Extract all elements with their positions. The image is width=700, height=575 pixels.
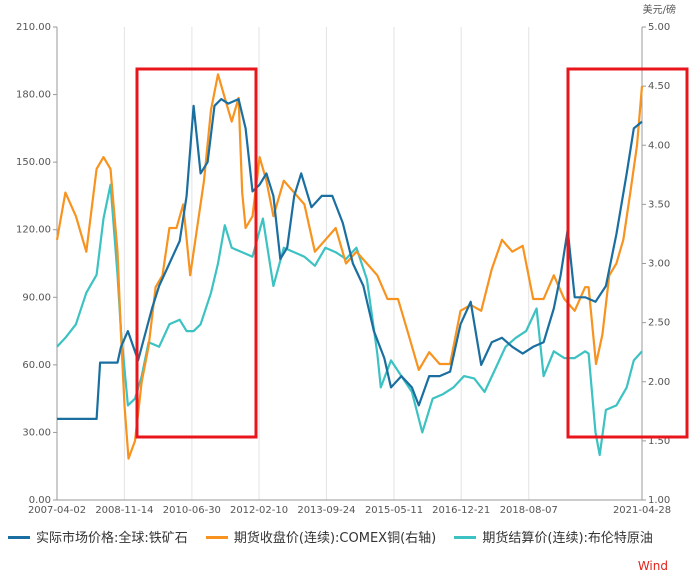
x-tick-label: 2015-05-11: [365, 505, 423, 516]
series-line-iron-ore: [57, 98, 643, 420]
legend-swatch-iron-ore: [8, 536, 30, 539]
y-left-tick-label: 30.00: [22, 427, 51, 438]
legend-swatch-copper: [205, 536, 228, 539]
y-right-tick-label: 1.50: [648, 436, 670, 447]
source-label: Wind: [637, 559, 668, 573]
y-right-tick-label: 2.50: [648, 318, 670, 329]
highlight-box-2009-2011: [135, 67, 258, 439]
legend-label: 期货收盘价(连续):COMEX铜(右轴): [233, 531, 437, 546]
y-right-tick-label: 4.00: [648, 140, 670, 151]
y-left-tick-label: 120.00: [16, 225, 51, 236]
legend: 实际市场价格:全球:铁矿石 期货收盘价(连续):COMEX铜(右轴) 期货结算价…: [8, 527, 667, 546]
y-right-tick-label: 3.50: [648, 199, 670, 210]
highlight-boxes: [135, 67, 689, 439]
x-tick-label: 2008-11-14: [95, 505, 153, 516]
series-line-brent: [56, 183, 643, 457]
series-layer: [55, 73, 644, 460]
legend-item-copper: 期货收盘价(连续):COMEX铜(右轴): [205, 527, 437, 546]
y-left-tick-label: 150.00: [16, 157, 51, 168]
x-tick-label: 2010-06-30: [163, 505, 221, 516]
x-tick-label: 2018-08-07: [500, 505, 558, 516]
y-left-tick-label: 210.00: [16, 22, 51, 33]
legend-item-brent: 期货结算价(连续):布伦特原油: [454, 527, 653, 546]
x-tick-label: 2021-04-28: [613, 505, 671, 516]
y-right-tick-label: 3.00: [648, 259, 670, 270]
legend-swatch-brent: [454, 536, 477, 539]
series-line-copper: [55, 73, 644, 460]
x-tick-label: 2007-04-02: [28, 505, 86, 516]
right-axis-unit: 美元/磅: [643, 3, 676, 16]
x-tick-label: 2012-02-10: [230, 505, 288, 516]
y-left-tick-label: 0.00: [29, 495, 51, 506]
y-right-tick-label: 5.00: [648, 22, 670, 33]
y-right-tick-label: 4.50: [648, 81, 670, 92]
y-left-tick-label: 90.00: [22, 292, 51, 303]
highlight-box-2020-2021: [566, 67, 689, 439]
x-tick-label: 2016-12-21: [432, 505, 490, 516]
x-tick-label: 2013-09-24: [297, 505, 355, 516]
axes: 2007-04-02 2008-11-14 2010-06-30 2012-02-10…: [16, 22, 671, 516]
y-left-tick-label: 60.00: [22, 360, 51, 371]
y-right-tick-label: 2.00: [648, 377, 670, 388]
legend-item-iron-ore: 实际市场价格:全球:铁矿石: [8, 527, 188, 546]
grid-lines: [56, 27, 643, 500]
legend-label: 期货结算价(连续):布伦特原油: [482, 531, 653, 546]
y-left-tick-label: 180.00: [16, 90, 51, 101]
legend-label: 实际市场价格:全球:铁矿石: [36, 531, 188, 546]
y-right-tick-label: 1.00: [648, 495, 670, 506]
